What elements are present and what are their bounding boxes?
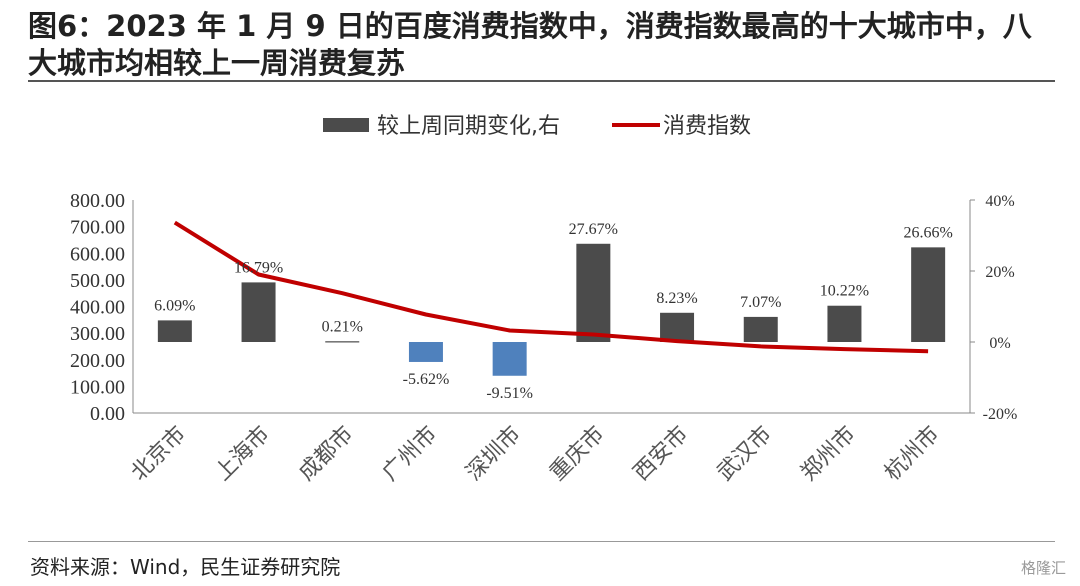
bar-value-label: 7.07% [740,294,781,311]
left-axis-tick: 100.00 [70,376,125,398]
bar-value-label: 6.09% [154,297,195,314]
left-axis-tick: 400.00 [70,297,125,319]
legend-bar-label: 较上周同期变化,右 [377,114,560,139]
category-label: 郑州市 [796,422,860,486]
bar-2 [241,282,276,342]
bar-value-label: 10.22% [820,283,869,300]
bar-value-label: 0.21% [322,318,363,335]
watermark: 格隆汇 [1020,559,1066,577]
line-series [173,220,929,354]
left-axis-tick: 600.00 [70,243,125,265]
right-axis-tick: 20% [985,264,1014,281]
source-note: 资料来源：Wind，民生证券研究院 [30,555,341,579]
source-divider [28,541,1055,542]
consumption-index-line [173,220,929,354]
category-label: 成都市 [294,422,358,486]
bar-10 [911,247,946,342]
category-label: 上海市 [210,422,274,486]
left-axis-tick: 200.00 [70,350,125,372]
bar-value-label: 16.79% [234,259,283,276]
bar-1 [157,320,192,342]
category-label: 杭州市 [880,422,944,486]
category-label: 重庆市 [545,422,609,486]
bar-4 [408,342,443,362]
bar-8 [743,316,778,342]
left-axis-tick: 800.00 [70,190,125,212]
bar-value-label: 8.23% [656,290,697,307]
category-label: 西安市 [629,422,693,486]
bar-5 [492,342,527,376]
left-axis-tick: 0.00 [90,403,125,425]
bar-6 [576,243,611,342]
legend-bar-swatch [323,118,369,132]
left-axis-tick: 500.00 [70,270,125,292]
right-axis-tick: -20% [983,406,1018,423]
category-label: 武汉市 [713,422,777,486]
bar-value-label: 27.67% [569,221,618,238]
bar-value-label: -9.51% [486,385,533,402]
bar-value-label: -5.62% [403,371,450,388]
bar-7 [660,312,695,342]
title-divider [28,80,1055,82]
right-axis-tick: 0% [989,335,1010,352]
bar-value-label: 26.66% [903,224,952,241]
chart: 较上周同期变化,右 消费指数 800.00 700.00 600.00 500.00 40… [70,114,1017,486]
chart-legend: 较上周同期变化,右 消费指数 [323,114,751,139]
bar-series [157,243,946,376]
category-labels: 北京市 上海市 成都市 广州市 深圳市 重庆市 西安市 武汉市 郑州市 杭州市 [127,422,945,486]
chart-axes: 800.00 700.00 600.00 500.00 400.00 300.00 200.… [70,190,1017,425]
legend-line-label: 消费指数 [663,114,751,139]
data-labels: 6.09% 16.79% 0.21% -5.62% -9.51% 27.67% 8.23% 7… [154,221,953,402]
category-label: 广州市 [378,422,442,486]
left-axis-tick: 700.00 [70,217,125,239]
category-label: 北京市 [127,422,191,486]
category-label: 深圳市 [462,422,526,486]
left-axis-tick: 300.00 [70,323,125,345]
right-axis-tick: 40% [985,193,1014,210]
bar-3 [325,341,360,343]
bar-9 [827,305,862,342]
figure-title: 图6：2023 年 1 月 9 日的百度消费指数中，消费指数最高的十大城市中，八… [28,9,1032,80]
